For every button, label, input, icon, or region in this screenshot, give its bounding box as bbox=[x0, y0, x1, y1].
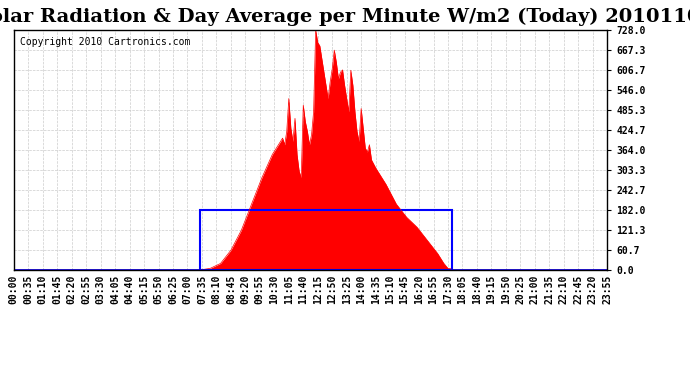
Text: Copyright 2010 Cartronics.com: Copyright 2010 Cartronics.com bbox=[20, 37, 190, 47]
Bar bbox=[200, 210, 452, 270]
Text: Solar Radiation & Day Average per Minute W/m2 (Today) 20101105: Solar Radiation & Day Average per Minute… bbox=[0, 8, 690, 26]
